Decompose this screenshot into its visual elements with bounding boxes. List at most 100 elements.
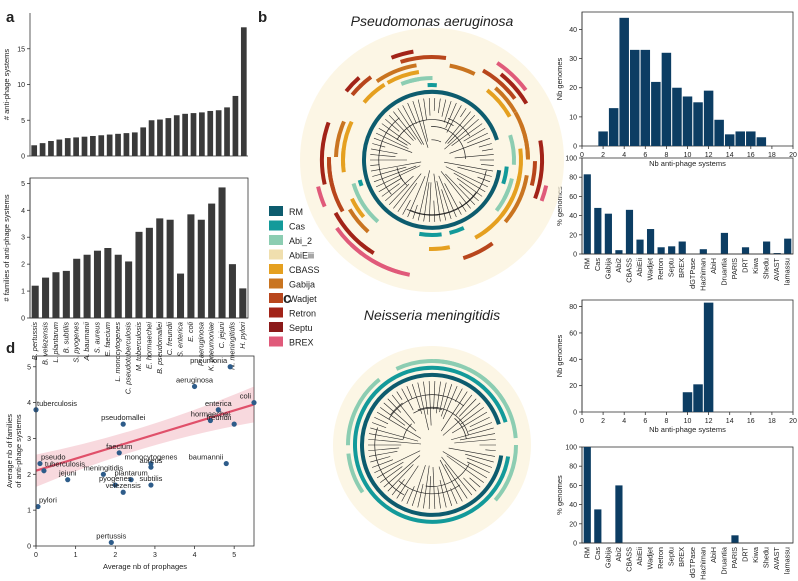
tree-ring-segment [326,157,345,213]
bar [199,112,205,156]
bar [135,231,143,318]
tree-ring-segment [344,76,361,93]
x-category-label: C. pseudotuberculosis [124,322,133,395]
tree-clade-arc [396,167,404,182]
tree-branch [460,108,467,118]
tree-branch [457,166,492,177]
tree-ring-segment [345,377,381,446]
tree-ring-segment [333,211,372,253]
point-label: pseudomallei [101,413,146,422]
legend-swatch [269,278,283,289]
tree-ring-segment [494,188,511,212]
bar [773,253,781,254]
x-tick-label: 16 [747,418,755,425]
tree-clade-arc [431,139,442,143]
bar [157,119,163,156]
y-tick-label: 40 [569,502,577,509]
tree-clade-arc [378,117,400,195]
bar [156,218,164,318]
x-category-label: Kiwa [751,257,760,274]
point-label: tuberculosis [37,399,77,408]
tree-branch [376,165,421,188]
tree-branch [444,183,462,215]
x-category-label: N. meningitidis [227,322,236,370]
y-tick-label: 3 [27,436,31,443]
tree-ring-segment [503,174,529,224]
bar [672,87,682,146]
tree-ring-segment [529,161,537,186]
panel-label-b: b [258,9,267,26]
legend-label: Gabija [289,280,315,290]
x-category-label: PARIS [730,258,739,279]
x-tick-label: 3 [153,552,157,559]
tree-branch [411,465,426,506]
tree-branch [463,127,486,142]
bar [735,131,745,146]
chart-anti-phage-systems-per-species: 0 5 10 15 # anti-phage systems [2,13,248,161]
tree-ring-segment [360,372,504,517]
x-category-label: RM [582,258,591,269]
tree-ring-segment [493,444,518,502]
legend-label: Cas [289,222,306,232]
tree-branch [383,455,421,488]
x-tick-label: 20 [789,152,797,159]
y-tick-label: 40 [569,27,577,34]
title-pseudomonas: Pseudomonas aeruginosa [351,13,514,29]
bar [218,187,226,318]
bar [81,136,88,156]
x-tick-label: 6 [643,152,647,159]
legend-swatch [269,235,283,245]
tree-branch [439,382,447,413]
x-category-label: B. velezensis [41,322,50,365]
bar [190,113,197,156]
tree-branch [466,457,493,468]
legend-swatch [269,220,283,231]
x-tick-label: 14 [726,152,734,159]
scatter-point [108,539,114,546]
tree-ring-segment [390,49,414,60]
tree-branch [368,450,398,457]
y-tick-label: 60 [569,330,577,337]
point-label: pertussis [96,531,126,540]
x-tick-label: 2 [601,152,605,159]
tree-branch [441,384,453,417]
tree-branch [481,148,494,152]
tree-branch [374,416,389,425]
panel-label-a: a [6,9,15,26]
bar [703,302,714,412]
tree-branch [423,465,430,509]
x-category-label: CBASS [624,547,633,572]
y-tick-label: 2 [21,262,25,269]
legend-swatch [269,293,283,303]
tree-clade-arc [396,119,454,141]
x-category-label: Druantia [719,257,728,286]
fit-line [35,403,255,472]
point-label: subtilis [139,474,162,483]
bar [724,134,735,146]
point-label: jejuni [58,469,77,478]
y-tick-label: 40 [569,213,577,220]
tree-branch [441,456,473,496]
bar [42,277,50,318]
tree-ring-segment [533,140,545,200]
bar [165,118,172,156]
tree-branch [374,450,421,474]
bar [39,143,46,156]
y-axis-label: # anti-phage systems [2,49,11,121]
x-tick-label: 1 [74,552,78,559]
bar [756,137,767,146]
bar [583,174,591,254]
x-category-label: C. jejuni [217,322,226,349]
tree-clade-arc [390,402,403,415]
tree-branch [370,154,396,158]
x-tick-label: 16 [747,152,755,159]
scatter-point [231,421,237,427]
point-label: enterica [205,399,233,408]
bar [682,96,693,146]
tree-branch [454,438,496,444]
x-category-label: K. pneumoniae [207,322,216,371]
bar [741,247,750,254]
y-tick-label: 0 [573,410,577,417]
x-category-label: P. aeruginosa [196,322,205,366]
legend-label: BREX [289,338,314,348]
